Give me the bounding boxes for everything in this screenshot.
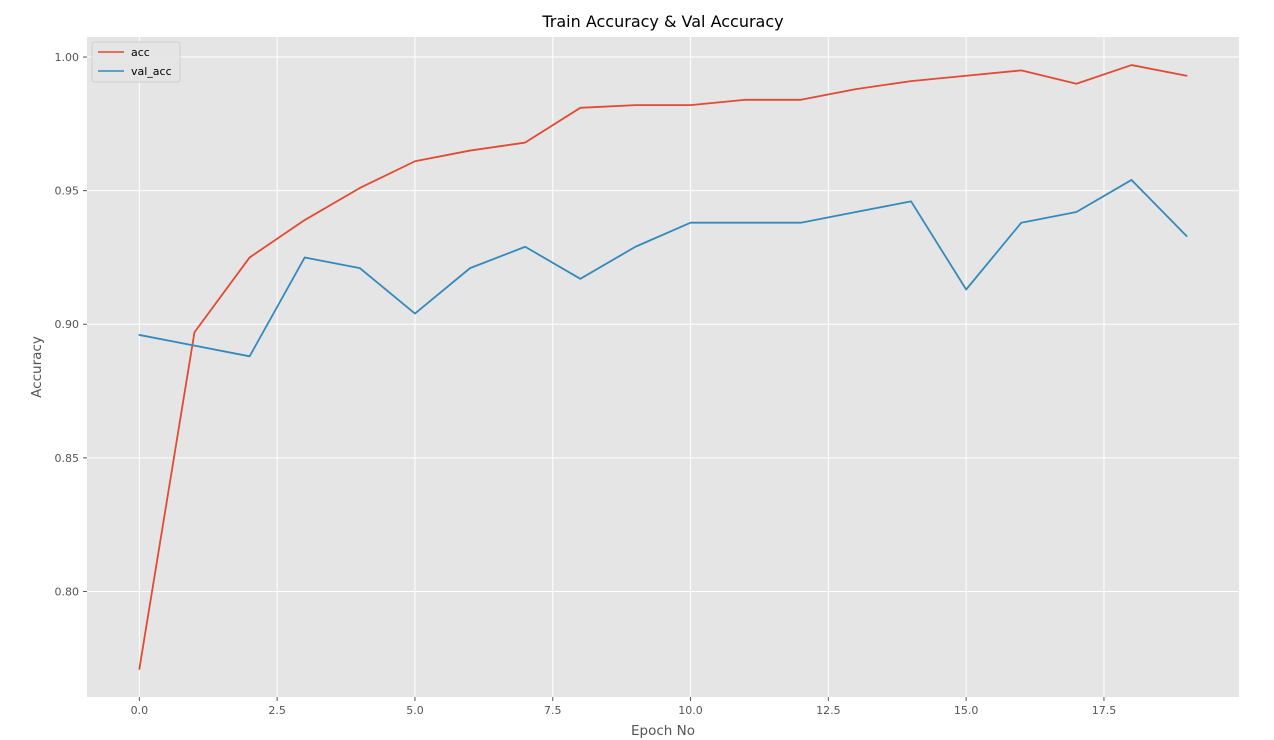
series-line-val-acc — [138, 179, 1188, 358]
legend: acc val_acc — [91, 41, 181, 83]
ticks: 0.80 0.85 0.90 0.95 1.00 0.0 2.5 5.0 7.5 10.0 12.5… — [55, 51, 1117, 717]
x-tick-label: 2.5 — [268, 704, 286, 717]
legend-label-acc: acc — [131, 46, 150, 59]
x-tick-label: 0.0 — [131, 704, 149, 717]
x-tick-label: 12.5 — [816, 704, 841, 717]
series-line-acc — [138, 64, 1188, 670]
y-tick-label: 0.95 — [55, 185, 80, 198]
grid — [87, 37, 1239, 697]
y-axis-label: Accuracy — [29, 336, 45, 398]
legend-label-val-acc: val_acc — [131, 65, 172, 78]
x-tick-label: 15.0 — [954, 704, 979, 717]
y-tick-label: 0.90 — [55, 318, 80, 331]
x-tick-label: 5.0 — [406, 704, 424, 717]
chart-title: Train Accuracy & Val Accuracy — [541, 12, 783, 31]
x-tick-label: 10.0 — [678, 704, 703, 717]
x-tick-label: 17.5 — [1092, 704, 1117, 717]
y-tick-label: 1.00 — [55, 51, 80, 64]
x-tick-label: 7.5 — [544, 704, 562, 717]
series-lines — [138, 64, 1188, 670]
y-tick-label: 0.85 — [55, 452, 80, 465]
x-axis-label: Epoch No — [631, 723, 695, 739]
y-tick-label: 0.80 — [55, 585, 80, 598]
plot-area — [87, 37, 1239, 697]
